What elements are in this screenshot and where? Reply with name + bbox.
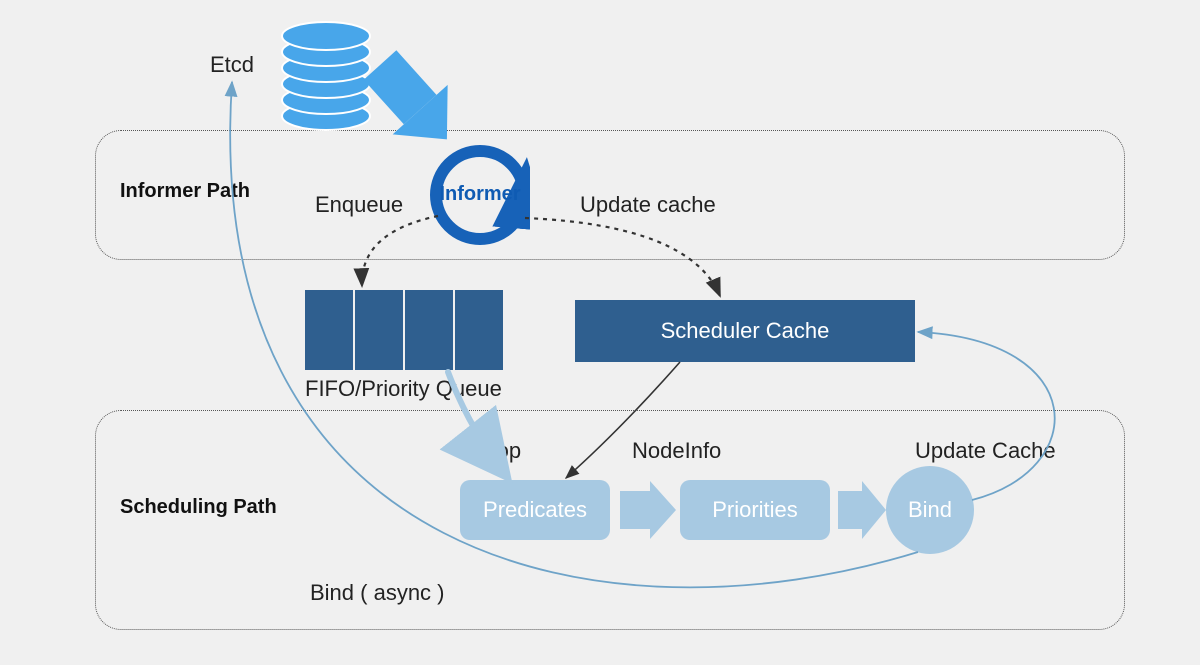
- etcd-label: Etcd: [210, 52, 254, 78]
- queue-slot: [355, 290, 403, 370]
- enqueue-label: Enqueue: [315, 192, 403, 218]
- queue-caption: FIFO/Priority Queue: [305, 376, 502, 402]
- queue-slot: [305, 290, 353, 370]
- update-cache-right-label: Update Cache: [915, 438, 1056, 464]
- scheduling-path-label: Scheduling Path: [120, 496, 277, 519]
- informer-path-label: Informer Path: [120, 180, 250, 203]
- scheduler-cache: Scheduler Cache: [575, 300, 915, 362]
- nodeinfo-label: NodeInfo: [632, 438, 721, 464]
- informer-label: Informer: [430, 183, 530, 206]
- update-cache-top-label: Update cache: [580, 192, 716, 218]
- bind-async-label: Bind ( async ): [310, 580, 445, 606]
- priority-queue: [305, 290, 505, 370]
- bind-node: Bind: [886, 466, 974, 554]
- diagram-canvas: Informer Path Scheduling Path Etcd: [0, 0, 1200, 665]
- queue-slot: [405, 290, 453, 370]
- etcd-db-icon: [280, 20, 372, 132]
- informer-node: Informer: [430, 145, 530, 245]
- priorities-node: Priorities: [680, 480, 830, 540]
- queue-slot: [455, 290, 503, 370]
- pop-label: Pop: [482, 438, 521, 464]
- predicates-node: Predicates: [460, 480, 610, 540]
